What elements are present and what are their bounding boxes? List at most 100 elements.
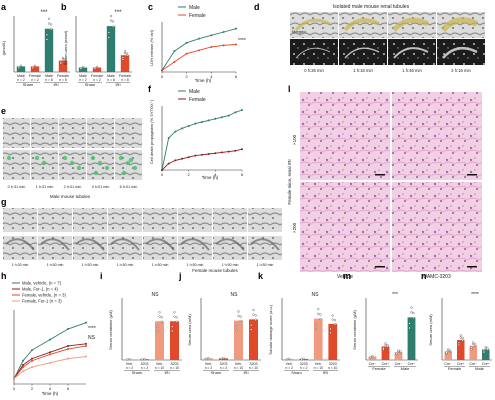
chart-a-point — [50, 23, 53, 26]
panel-letter-a: a — [1, 2, 7, 12]
chart-h-series-line — [13, 343, 87, 379]
chart-b-bar — [92, 67, 102, 72]
chart-j-point — [239, 319, 242, 322]
chart-h-series-line — [13, 322, 87, 379]
chart-b-group-label: IRI — [115, 82, 120, 87]
histology-uamc-x200 — [392, 182, 482, 272]
chart-a-point — [61, 56, 65, 59]
chart-j-tick-label: 3203 — [220, 362, 228, 366]
chart-m-tick-label: Cre⁺ — [382, 362, 390, 366]
chart-i-tick-label: 3203 — [171, 362, 179, 366]
chart-c-sig: **** — [238, 38, 246, 44]
chart-f-tick-label: 0 — [161, 172, 164, 177]
chart-k-point — [333, 323, 336, 326]
chart-k-tick-label: Veh. — [315, 362, 322, 366]
chart-m-group-label: Male — [401, 366, 410, 371]
panel-g-time-label: 1 h:50 min — [117, 263, 134, 267]
chart-i-point — [173, 315, 176, 318]
chart-m-group-label: Female — [372, 366, 386, 371]
chart-b-point — [126, 52, 129, 55]
chart-b-point — [107, 36, 110, 39]
chart-f-point — [241, 109, 243, 111]
chart-m-point — [408, 326, 411, 330]
panel-letter-l: l — [288, 84, 291, 94]
chart-i-ylabel: Serum creatinine (µM) — [108, 310, 113, 350]
histology-uamc-x100 — [392, 92, 482, 180]
chart-k-point — [286, 358, 289, 361]
chart-n-point — [486, 347, 489, 350]
chart-n-bar — [482, 349, 490, 360]
chart-k-ylabel: Tubular damage score (a.u.) — [268, 304, 273, 355]
chart-f-cell-death-propagation: Cell death propagation (% SYTOX⁺) Male F… — [149, 89, 244, 180]
micrograph-female-top — [143, 208, 177, 232]
chart-a-point — [33, 64, 37, 67]
panel-e-time-label: 1 h:31 min — [36, 185, 54, 189]
chart-m-tick-label: Cre⁺ — [408, 362, 416, 366]
chart-a-bar — [44, 28, 54, 72]
chart-b-group-label: Sham — [85, 82, 96, 87]
chart-m-point — [412, 312, 415, 315]
panel-e-time-label: 4 h:01 min — [92, 185, 110, 189]
chart-b-tick-label: Female — [119, 74, 131, 78]
chart-h-series-line — [13, 356, 87, 380]
chart-i-tick-label: Veh. — [156, 362, 163, 366]
chart-n-sig: **** — [471, 292, 479, 298]
chart-n-point — [472, 341, 475, 344]
chart-i-point — [160, 320, 163, 323]
chart-c-point — [185, 41, 188, 44]
micrograph-female-top — [248, 208, 282, 232]
micrograph-female-top — [3, 208, 37, 232]
panel-letter-h: h — [1, 271, 7, 281]
chart-h-point — [67, 357, 69, 360]
panel-g-time-label: 1 h:30 min — [12, 263, 29, 267]
chart-f-point — [221, 116, 223, 119]
micrograph-female-top — [73, 208, 107, 232]
micrograph-female-top — [108, 208, 142, 232]
chart-c-point — [235, 43, 237, 46]
chart-h-point — [85, 342, 87, 345]
chart-b-point — [121, 56, 124, 59]
chart-h-point — [67, 328, 69, 331]
chart-j-point — [252, 313, 255, 316]
chart-c-point — [185, 52, 188, 55]
chart-n-point — [459, 336, 462, 339]
chart-b-bar — [120, 55, 130, 72]
chart-h-xlabel: Time (h) — [42, 391, 59, 396]
chart-h-point — [49, 361, 51, 364]
chart-f-point — [201, 121, 203, 123]
chart-a-sig: *** — [40, 10, 48, 16]
chart-i-bar — [170, 321, 179, 360]
chart-i-point — [156, 325, 159, 328]
chart-f-point — [234, 149, 237, 152]
chart-h-point — [85, 321, 87, 324]
panel-letter-n: n — [421, 271, 427, 281]
chart-n-bar — [444, 351, 452, 360]
chart-n-point — [461, 339, 464, 342]
chart-b-n-label: n = 8 — [107, 78, 115, 82]
micrograph-sytox — [339, 39, 387, 65]
chart-j-point — [252, 309, 255, 312]
panel-e-male-tubules: 0 h:31 min 1 h:31 min 2 h:01 min 4 h:01 min… — [3, 118, 142, 199]
chart-a-tick-label: Male — [45, 74, 53, 78]
chart-h-point — [22, 359, 24, 362]
chart-i-bar — [155, 321, 164, 360]
chart-c-point — [235, 27, 237, 30]
chart-b-point — [93, 67, 96, 70]
panel-d-time-label: 0 h:26 min — [304, 68, 324, 73]
chart-h-point — [49, 351, 51, 354]
chart-n-point — [457, 341, 460, 344]
scale-bar-1 — [375, 174, 385, 176]
chart-b-tick-label: Female — [91, 74, 103, 78]
panel-g-caption: Female mouse tubules — [192, 268, 238, 273]
chart-j-point — [254, 318, 257, 321]
chart-n-tick-label: Cre⁺ — [457, 362, 465, 366]
scale-bar-4 — [467, 266, 477, 268]
chart-j-point — [235, 325, 238, 328]
panel-e-caption: Male mouse tubules — [50, 194, 91, 199]
chart-i-point — [160, 316, 163, 319]
chart-i-group-label: Sham — [132, 370, 143, 375]
chart-j-point — [220, 357, 223, 360]
chart-m-point — [410, 311, 413, 314]
panel-letter-k: k — [258, 271, 264, 281]
